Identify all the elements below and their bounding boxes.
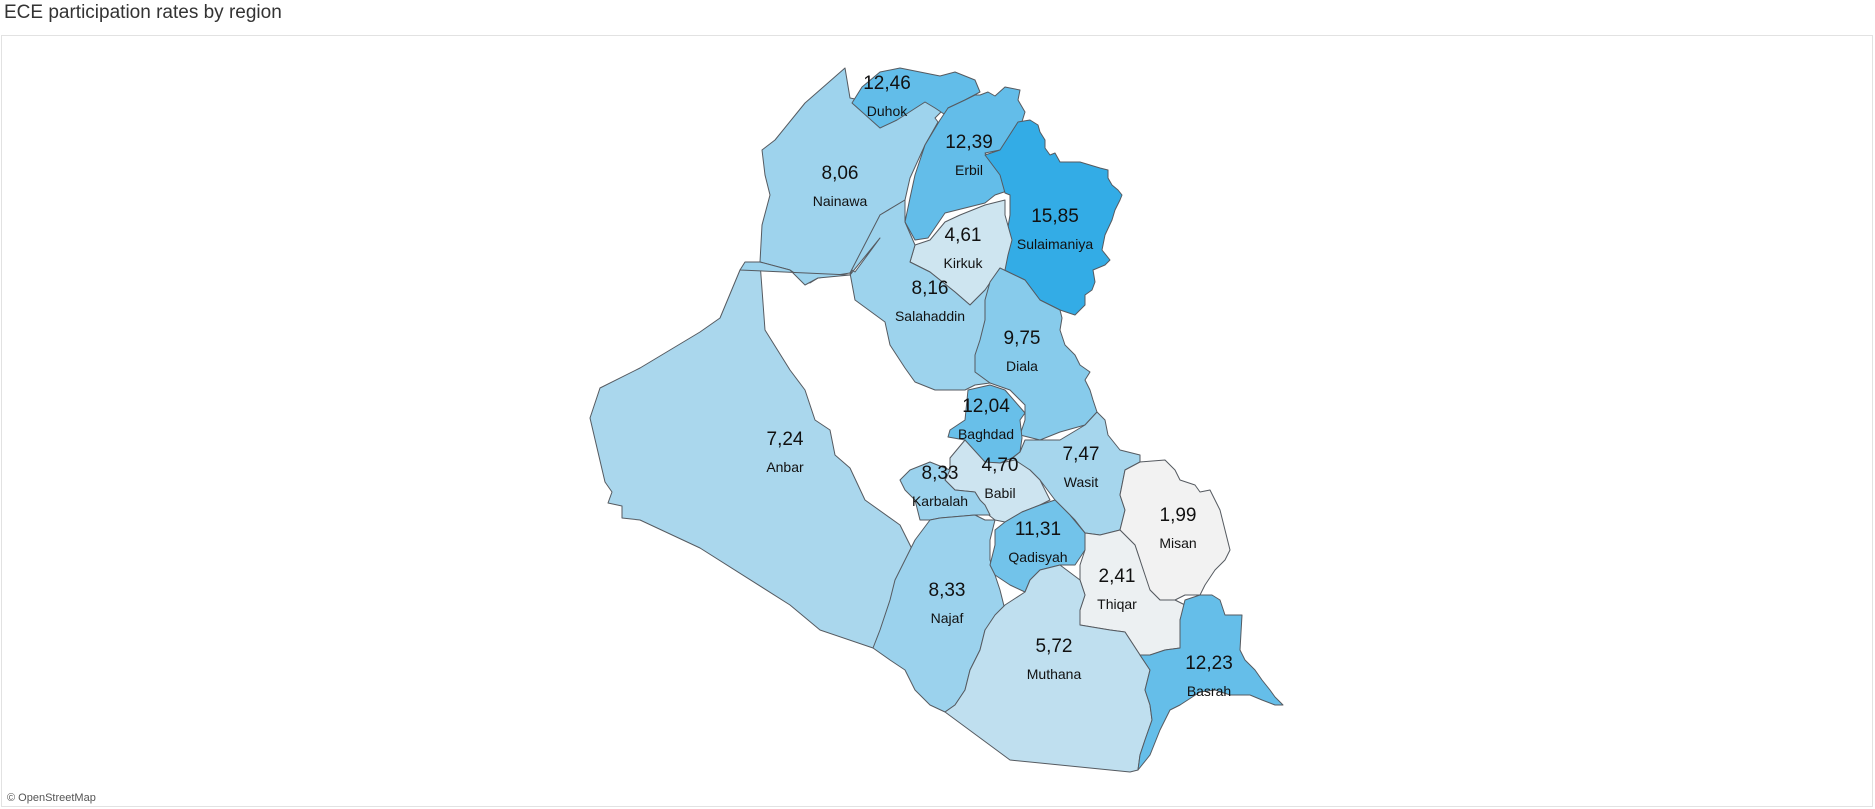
value-label-baghdad: 12,04 xyxy=(962,396,1010,417)
region-basrah[interactable] xyxy=(1137,594,1284,771)
name-label-nainawa: Nainawa xyxy=(813,193,868,209)
name-label-kirkuk: Kirkuk xyxy=(944,255,984,271)
value-label-thiqar: 2,41 xyxy=(1099,566,1136,587)
name-label-najaf: Najaf xyxy=(931,610,964,626)
value-label-salahaddin: 8,16 xyxy=(912,278,949,299)
region-anbar[interactable] xyxy=(589,261,916,649)
name-label-duhok: Duhok xyxy=(867,103,908,119)
value-label-duhok: 12,46 xyxy=(863,73,911,94)
region-erbil[interactable] xyxy=(904,86,1026,241)
name-label-muthana: Muthana xyxy=(1027,666,1082,682)
value-label-najaf: 8,33 xyxy=(929,580,966,601)
name-label-wasit: Wasit xyxy=(1064,474,1099,490)
value-label-anbar: 7,24 xyxy=(767,429,804,450)
value-label-diala: 9,75 xyxy=(1004,328,1041,349)
value-label-karbalah: 8,33 xyxy=(922,463,959,484)
name-label-diala: Diala xyxy=(1006,358,1038,374)
name-label-misan: Misan xyxy=(1159,535,1196,551)
value-label-kirkuk: 4,61 xyxy=(945,225,982,246)
map-attribution[interactable]: © OpenStreetMap xyxy=(7,792,96,804)
name-label-anbar: Anbar xyxy=(766,459,804,475)
region-baghdad[interactable] xyxy=(947,384,1026,464)
name-label-karbalah: Karbalah xyxy=(912,493,968,509)
name-label-qadisyah: Qadisyah xyxy=(1008,549,1067,565)
value-label-erbil: 12,39 xyxy=(945,132,993,153)
value-label-wasit: 7,47 xyxy=(1063,444,1100,465)
name-label-thiqar: Thiqar xyxy=(1097,596,1137,612)
labels-layer: 12,46 Duhok 8,06 Nainawa 12,39 Erbil 15,85 Sula… xyxy=(766,73,1232,699)
name-label-erbil: Erbil xyxy=(955,162,983,178)
name-label-baghdad: Baghdad xyxy=(958,426,1014,442)
name-label-sulaimaniya: Sulaimaniya xyxy=(1017,236,1093,252)
name-label-basrah: Basrah xyxy=(1187,683,1231,699)
regions-layer xyxy=(589,67,1284,773)
name-label-babil: Babil xyxy=(984,485,1015,501)
value-label-basrah: 12,23 xyxy=(1185,653,1233,674)
region-karbalah[interactable] xyxy=(899,461,991,521)
name-label-salahaddin: Salahaddin xyxy=(895,308,965,324)
value-label-babil: 4,70 xyxy=(982,455,1019,476)
map-title: ECE participation rates by region xyxy=(4,2,282,23)
value-label-misan: 1,99 xyxy=(1160,505,1197,526)
value-label-muthana: 5,72 xyxy=(1036,636,1073,657)
value-label-qadisyah: 11,31 xyxy=(1015,519,1061,540)
value-label-sulaimaniya: 15,85 xyxy=(1031,206,1079,227)
value-label-nainawa: 8,06 xyxy=(822,163,859,184)
map-frame[interactable] xyxy=(1,35,1873,807)
